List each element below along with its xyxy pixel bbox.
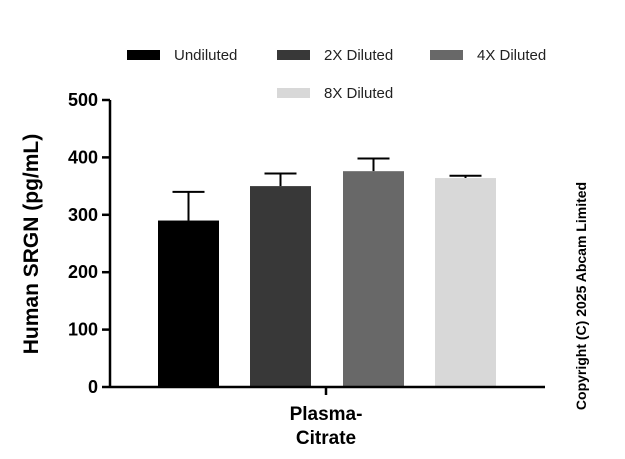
- bar-undiluted: [158, 220, 219, 387]
- legend-swatch-3: [430, 50, 463, 60]
- legend-label-4: 8X Diluted: [324, 85, 393, 102]
- y-axis: 0 100 200 300 400 500: [68, 90, 112, 397]
- y-tick-label: 400: [68, 147, 98, 167]
- bar-4x-diluted: [343, 171, 404, 387]
- bar-8x-diluted: [435, 178, 496, 387]
- legend-label-1: Undiluted: [174, 47, 237, 64]
- y-tick-label: 200: [68, 262, 98, 282]
- x-tick-label-line-2: Citrate: [296, 428, 356, 449]
- y-tick-label: 100: [68, 320, 98, 340]
- bars: [158, 157, 496, 387]
- y-tick-label: 0: [88, 377, 98, 397]
- legend-swatch-1: [127, 50, 160, 60]
- legend-label-3: 4X Diluted: [477, 47, 546, 64]
- y-tick-label: 500: [68, 90, 98, 110]
- copyright-text: Copyright (C) 2025 Abcam Limited: [573, 182, 589, 410]
- legend: Undiluted 2X Diluted 4X Diluted 8X Diluted: [127, 47, 546, 102]
- x-axis: [110, 385, 545, 395]
- bar-2x-diluted: [250, 186, 311, 387]
- y-tick-label: 300: [68, 205, 98, 225]
- legend-swatch-4: [277, 88, 310, 98]
- legend-label-2: 2X Diluted: [324, 47, 393, 64]
- legend-swatch-2: [277, 50, 310, 60]
- y-axis-title: Human SRGN (pg/mL): [20, 134, 43, 355]
- x-tick-label-line-1: Plasma-: [290, 404, 363, 425]
